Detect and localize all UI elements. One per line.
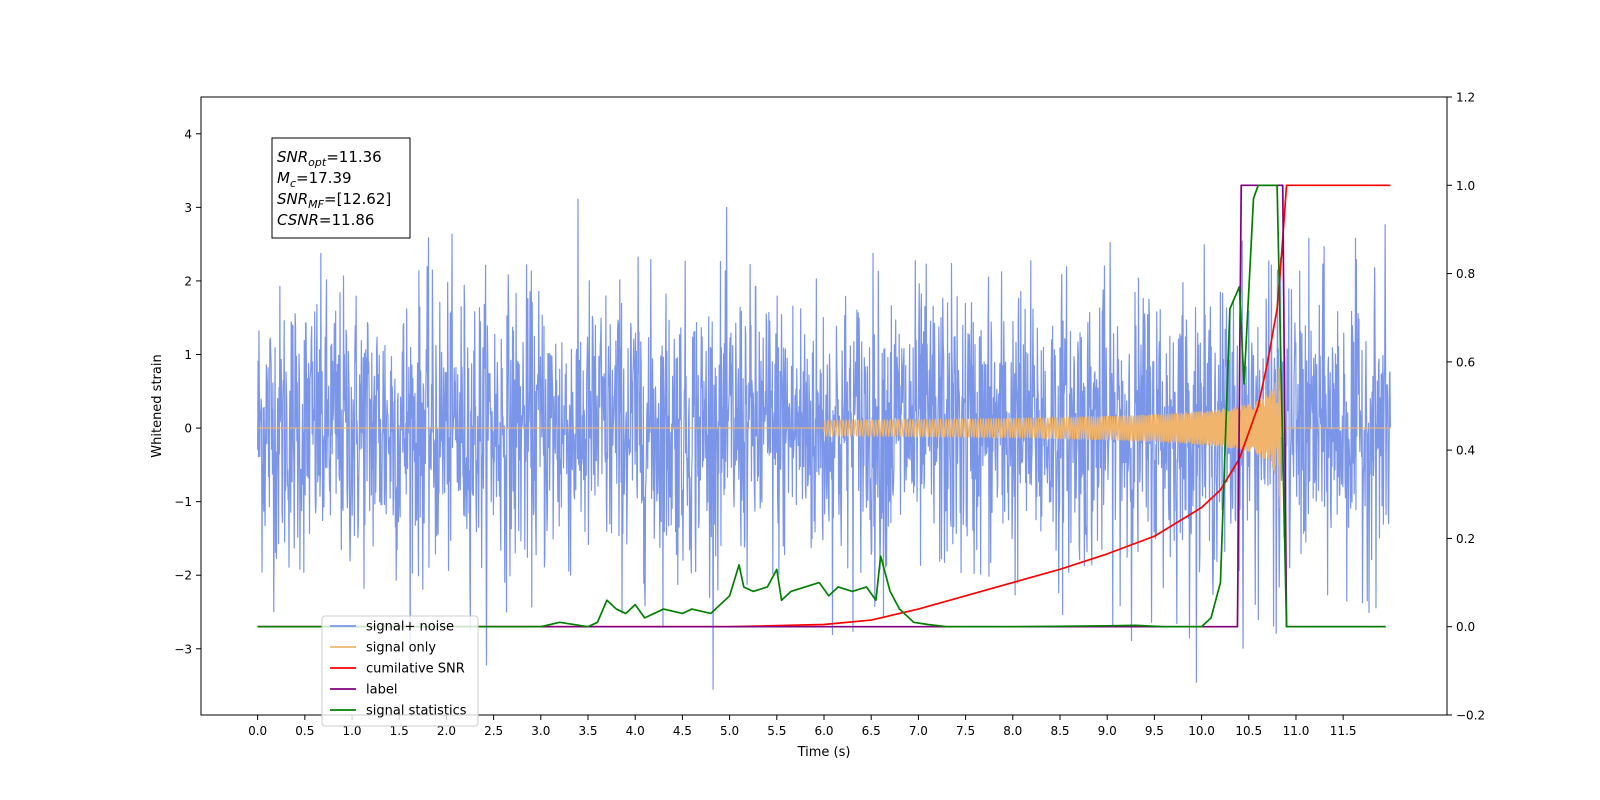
annotation-line: Mc=17.39 <box>277 169 352 190</box>
y2-tick-label: 0.8 <box>1456 267 1475 281</box>
annotation-line: SNRopt=11.36 <box>277 148 382 169</box>
legend-label: signal only <box>366 641 436 656</box>
x-tick-label: 10.0 <box>1188 724 1215 738</box>
y-axis-right: 1.2 1.0 0.8 0.6 0.4 0.2 0.0 −0.2 <box>1447 91 1485 723</box>
x-tick-label: 9.5 <box>1145 724 1164 738</box>
y2-tick-label: 1.0 <box>1456 179 1475 193</box>
y-axis-label: Whitened strain <box>150 354 165 457</box>
legend-label: cumilative SNR <box>366 662 465 677</box>
x-tick-label: 7.0 <box>909 724 928 738</box>
x-tick-label: 6.0 <box>814 724 833 738</box>
x-tick-label: 4.5 <box>673 724 692 738</box>
legend-frame <box>321 615 479 727</box>
y2-tick-label: 1.2 <box>1456 91 1475 105</box>
y2-tick-label: −0.2 <box>1456 709 1485 723</box>
x-tick-label: 7.5 <box>956 724 975 738</box>
annotation-box: SNRopt=11.36Mc=17.39SNRMF=[12.62]CSNR=11… <box>271 137 411 239</box>
x-tick-label: 5.0 <box>720 724 739 738</box>
legend-label: label <box>366 683 397 698</box>
x-tick-label: 10.5 <box>1235 724 1262 738</box>
y2-tick-label: 0.6 <box>1456 355 1475 369</box>
y-tick-label: −1 <box>174 495 192 509</box>
x-tick-label: 0.5 <box>295 724 314 738</box>
x-axis-label: Time (s) <box>797 745 851 760</box>
x-tick-label: 6.5 <box>862 724 881 738</box>
y-tick-label: 4 <box>184 127 192 141</box>
y2-tick-label: 0.0 <box>1456 620 1475 634</box>
legend-label: signal statistics <box>366 704 467 719</box>
y2-tick-label: 0.2 <box>1456 532 1475 546</box>
y2-tick-label: 0.4 <box>1456 444 1475 458</box>
signal-series-layer <box>257 349 1391 508</box>
legend: signal+ noise signal only cumilative SNR la… <box>321 615 479 727</box>
y-tick-label: 0 <box>184 422 192 436</box>
y-tick-label: 2 <box>184 274 192 288</box>
x-tick-label: 5.5 <box>767 724 786 738</box>
x-tick-label: 8.0 <box>1003 724 1022 738</box>
x-tick-label: 3.0 <box>531 724 550 738</box>
annotation-line: SNRMF=[12.62] <box>277 190 391 211</box>
x-tick-label: 8.5 <box>1050 724 1069 738</box>
series-signal-only <box>257 349 1391 508</box>
x-tick-label: 1.0 <box>342 724 361 738</box>
y-axis-left: 4 3 2 1 0 −1 −2 −3 <box>174 127 201 656</box>
annotation-frame <box>271 137 411 239</box>
x-tick-label: 2.0 <box>437 724 456 738</box>
x-axis: 0.0 0.5 1.0 1.5 2.0 2.5 3.0 3.5 4.0 4.5 5.0 5.5 6.0 6… <box>248 715 1357 738</box>
y-tick-label: −2 <box>174 569 192 583</box>
x-tick-label: 9.0 <box>1098 724 1117 738</box>
legend-label: signal+ noise <box>366 620 454 635</box>
x-tick-label: 11.0 <box>1283 724 1310 738</box>
y-tick-label: 1 <box>184 348 192 362</box>
series-cumulative-snr <box>257 184 1391 628</box>
y-tick-label: 3 <box>184 201 192 215</box>
x-tick-label: 4.0 <box>626 724 645 738</box>
x-tick-label: 2.5 <box>484 724 503 738</box>
x-tick-label: 3.5 <box>578 724 597 738</box>
annotation-line: CSNR=11.86 <box>277 211 374 229</box>
x-tick-label: 11.5 <box>1330 724 1357 738</box>
x-tick-label: 1.5 <box>390 724 409 738</box>
y-tick-label: −3 <box>174 642 192 656</box>
x-tick-label: 0.0 <box>248 724 267 738</box>
series-signal-statistics <box>257 184 1386 628</box>
statistics-series-layer <box>257 184 1391 628</box>
